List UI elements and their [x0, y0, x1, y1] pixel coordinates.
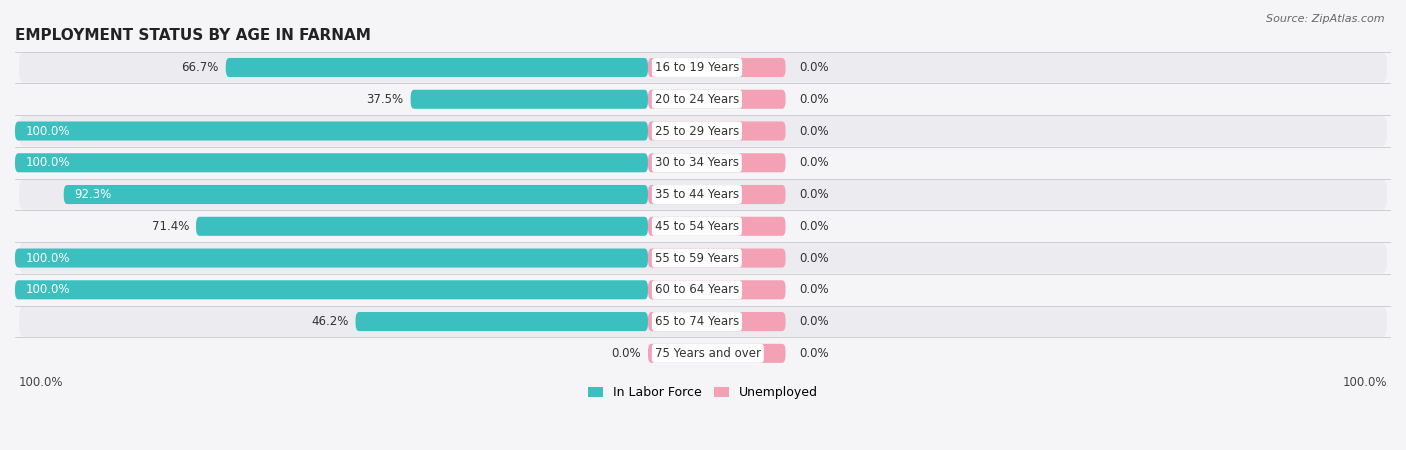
FancyBboxPatch shape [648, 58, 786, 77]
Text: 71.4%: 71.4% [152, 220, 190, 233]
Text: 0.0%: 0.0% [800, 188, 830, 201]
Text: 0.0%: 0.0% [800, 252, 830, 265]
Text: 66.7%: 66.7% [181, 61, 219, 74]
FancyBboxPatch shape [648, 280, 786, 299]
Text: 100.0%: 100.0% [20, 376, 63, 389]
FancyBboxPatch shape [195, 217, 648, 236]
Text: 100.0%: 100.0% [25, 125, 70, 138]
Text: 37.5%: 37.5% [367, 93, 404, 106]
Text: 75 Years and over: 75 Years and over [655, 347, 761, 360]
FancyBboxPatch shape [20, 211, 1386, 242]
FancyBboxPatch shape [411, 90, 648, 109]
Text: 35 to 44 Years: 35 to 44 Years [655, 188, 740, 201]
Text: 20 to 24 Years: 20 to 24 Years [655, 93, 740, 106]
Text: 92.3%: 92.3% [75, 188, 112, 201]
FancyBboxPatch shape [20, 84, 1386, 114]
Text: 45 to 54 Years: 45 to 54 Years [655, 220, 740, 233]
FancyBboxPatch shape [226, 58, 648, 77]
Text: 65 to 74 Years: 65 to 74 Years [655, 315, 740, 328]
FancyBboxPatch shape [648, 185, 786, 204]
FancyBboxPatch shape [20, 52, 1386, 83]
Text: 0.0%: 0.0% [800, 347, 830, 360]
FancyBboxPatch shape [20, 338, 1386, 369]
FancyBboxPatch shape [648, 153, 786, 172]
FancyBboxPatch shape [20, 274, 1386, 305]
Text: 25 to 29 Years: 25 to 29 Years [655, 125, 740, 138]
Text: 0.0%: 0.0% [800, 125, 830, 138]
FancyBboxPatch shape [20, 306, 1386, 337]
Text: 16 to 19 Years: 16 to 19 Years [655, 61, 740, 74]
Text: Source: ZipAtlas.com: Source: ZipAtlas.com [1267, 14, 1385, 23]
FancyBboxPatch shape [15, 122, 648, 140]
FancyBboxPatch shape [648, 122, 786, 140]
FancyBboxPatch shape [15, 248, 648, 268]
Text: 100.0%: 100.0% [25, 284, 70, 296]
FancyBboxPatch shape [20, 179, 1386, 210]
Text: 30 to 34 Years: 30 to 34 Years [655, 156, 738, 169]
FancyBboxPatch shape [648, 90, 786, 109]
Text: 0.0%: 0.0% [800, 220, 830, 233]
FancyBboxPatch shape [15, 280, 648, 299]
Text: 0.0%: 0.0% [800, 284, 830, 296]
FancyBboxPatch shape [648, 217, 786, 236]
Legend: In Labor Force, Unemployed: In Labor Force, Unemployed [583, 381, 823, 404]
FancyBboxPatch shape [648, 312, 786, 331]
Text: EMPLOYMENT STATUS BY AGE IN FARNAM: EMPLOYMENT STATUS BY AGE IN FARNAM [15, 28, 371, 44]
FancyBboxPatch shape [648, 248, 786, 268]
Text: 0.0%: 0.0% [800, 156, 830, 169]
Text: 100.0%: 100.0% [25, 156, 70, 169]
FancyBboxPatch shape [20, 116, 1386, 146]
Text: 0.0%: 0.0% [612, 347, 641, 360]
Text: 0.0%: 0.0% [800, 315, 830, 328]
Text: 46.2%: 46.2% [311, 315, 349, 328]
Text: 100.0%: 100.0% [25, 252, 70, 265]
Text: 55 to 59 Years: 55 to 59 Years [655, 252, 738, 265]
FancyBboxPatch shape [15, 153, 648, 172]
Text: 100.0%: 100.0% [1343, 376, 1386, 389]
FancyBboxPatch shape [20, 148, 1386, 178]
FancyBboxPatch shape [648, 344, 786, 363]
FancyBboxPatch shape [20, 243, 1386, 273]
FancyBboxPatch shape [63, 185, 648, 204]
Text: 60 to 64 Years: 60 to 64 Years [655, 284, 740, 296]
FancyBboxPatch shape [356, 312, 648, 331]
Text: 0.0%: 0.0% [800, 93, 830, 106]
Text: 0.0%: 0.0% [800, 61, 830, 74]
